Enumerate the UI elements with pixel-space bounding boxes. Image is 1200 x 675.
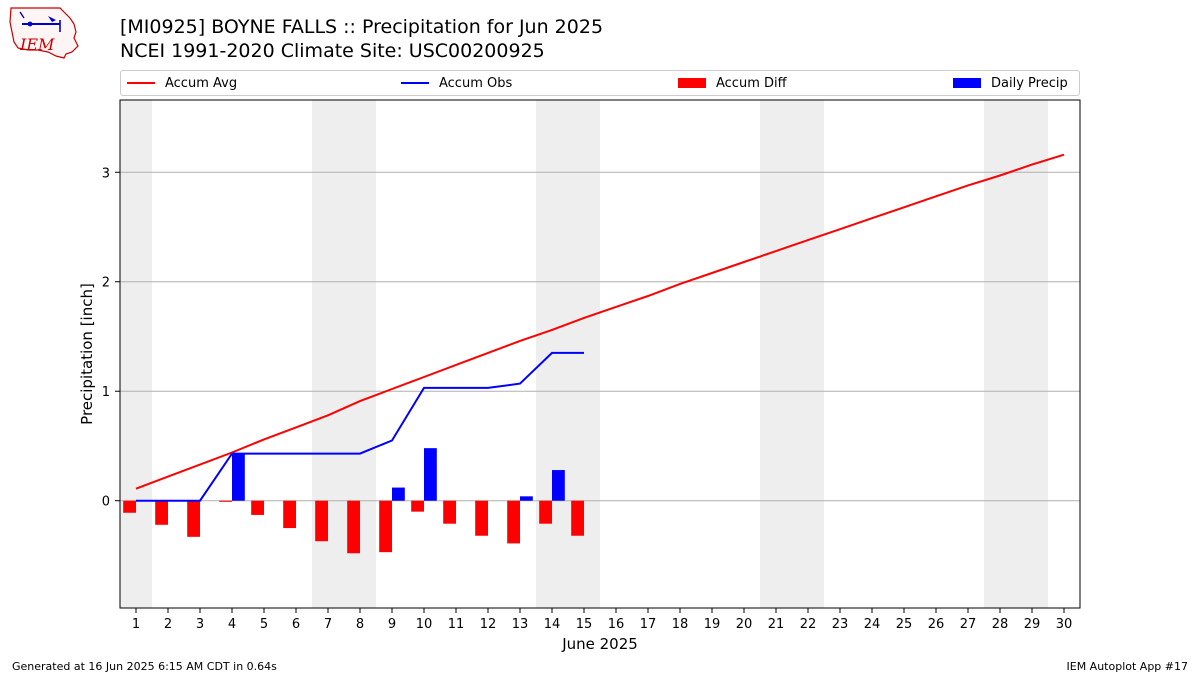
x-tick-label: 19	[704, 617, 721, 632]
legend-label-accum-diff: Accum Diff	[716, 75, 787, 91]
accum-diff-bar	[475, 500, 488, 536]
chart-subtitle: NCEI 1991-2020 Climate Site: USC00200925	[120, 40, 545, 62]
legend-swatch-accum-avg	[127, 82, 155, 84]
x-tick-label: 18	[672, 617, 689, 632]
legend-item-accum-avg: Accum Avg	[127, 71, 237, 95]
accum-diff-bar	[411, 500, 424, 512]
y-tick-label: 0	[102, 495, 110, 510]
accum-diff-bar	[187, 500, 200, 537]
x-axis-label: June 2025	[561, 635, 638, 653]
x-tick-label: 2	[164, 617, 172, 632]
x-tick-label: 9	[388, 617, 396, 632]
legend-item-daily-precip: Daily Precip	[953, 71, 1068, 95]
chart-title: [MI0925] BOYNE FALLS :: Precipitation fo…	[120, 16, 604, 38]
weekend-shade	[312, 100, 376, 608]
legend-swatch-accum-diff	[678, 78, 706, 88]
x-tick-label: 28	[992, 617, 1009, 632]
x-tick-label: 17	[640, 617, 657, 632]
iem-logo: IEM	[9, 7, 79, 59]
weekend-shade	[984, 100, 1048, 608]
x-tick-label: 27	[960, 617, 977, 632]
accum-diff-bar	[443, 500, 456, 524]
legend-label-accum-obs: Accum Obs	[439, 75, 513, 91]
x-tick-label: 3	[196, 617, 204, 632]
accum-diff-bar	[347, 500, 360, 554]
y-axis-label: Precipitation [inch]	[78, 283, 96, 425]
accum-diff-bar	[251, 500, 264, 515]
accum-diff-bar	[379, 500, 392, 553]
x-tick-label: 16	[608, 617, 625, 632]
legend: Accum Avg Accum Obs Accum Diff Daily Pre…	[120, 70, 1080, 96]
x-tick-label: 26	[928, 617, 945, 632]
x-tick-label: 21	[768, 617, 785, 632]
daily-precip-bar	[392, 487, 405, 501]
y-tick-label: 3	[102, 166, 110, 181]
legend-label-daily-precip: Daily Precip	[991, 75, 1068, 91]
y-tick-label: 1	[102, 385, 110, 400]
footer-app: IEM Autoplot App #17	[1066, 660, 1189, 673]
weekend-shade	[120, 100, 152, 608]
x-tick-label: 6	[292, 617, 300, 632]
accum-avg-line	[135, 153, 1065, 490]
x-tick-label: 14	[544, 617, 561, 632]
accum-diff-bar	[315, 500, 328, 542]
weekend-shade	[760, 100, 824, 608]
weekend-shade	[536, 100, 600, 608]
x-tick-label: 15	[576, 617, 593, 632]
accum-diff-bar	[539, 500, 552, 524]
legend-swatch-daily-precip	[953, 78, 981, 88]
x-tick-label: 7	[324, 617, 332, 632]
accum-diff-bar	[155, 500, 168, 525]
daily-precip-bar	[232, 453, 245, 501]
accum-diff-bar	[283, 500, 296, 529]
x-tick-label: 20	[736, 617, 753, 632]
x-tick-label: 22	[800, 617, 817, 632]
plot-frame	[119, 99, 1081, 609]
x-tick-label: 23	[832, 617, 849, 632]
accum-diff-bar	[507, 500, 520, 544]
legend-item-accum-obs: Accum Obs	[401, 71, 512, 95]
x-tick-label: 5	[260, 617, 268, 632]
x-tick-label: 24	[864, 617, 881, 632]
daily-precip-bar	[520, 496, 533, 501]
x-tick-label: 25	[896, 617, 913, 632]
x-tick-label: 10	[416, 617, 433, 632]
x-tick-label: 30	[1056, 617, 1073, 632]
legend-item-accum-diff: Accum Diff	[678, 71, 787, 95]
footer-generated: Generated at 16 Jun 2025 6:15 AM CDT in …	[12, 660, 277, 673]
x-tick-label: 8	[356, 617, 364, 632]
y-tick-label: 2	[102, 276, 110, 291]
x-tick-label: 4	[228, 617, 236, 632]
x-tick-label: 1	[132, 617, 140, 632]
x-tick-label: 12	[480, 617, 497, 632]
x-tick-label: 11	[448, 617, 465, 632]
accum-obs-line	[136, 351, 584, 502]
legend-swatch-accum-obs	[401, 82, 429, 84]
legend-label-accum-avg: Accum Avg	[165, 75, 238, 91]
x-tick-label: 29	[1024, 617, 1041, 632]
svg-text:IEM: IEM	[19, 35, 55, 54]
daily-precip-bar	[424, 448, 437, 501]
daily-precip-bar	[552, 470, 565, 501]
x-tick-label: 13	[512, 617, 529, 632]
accum-diff-bar	[219, 500, 232, 502]
accum-diff-bar	[571, 500, 584, 536]
accum-diff-bar	[123, 500, 136, 513]
